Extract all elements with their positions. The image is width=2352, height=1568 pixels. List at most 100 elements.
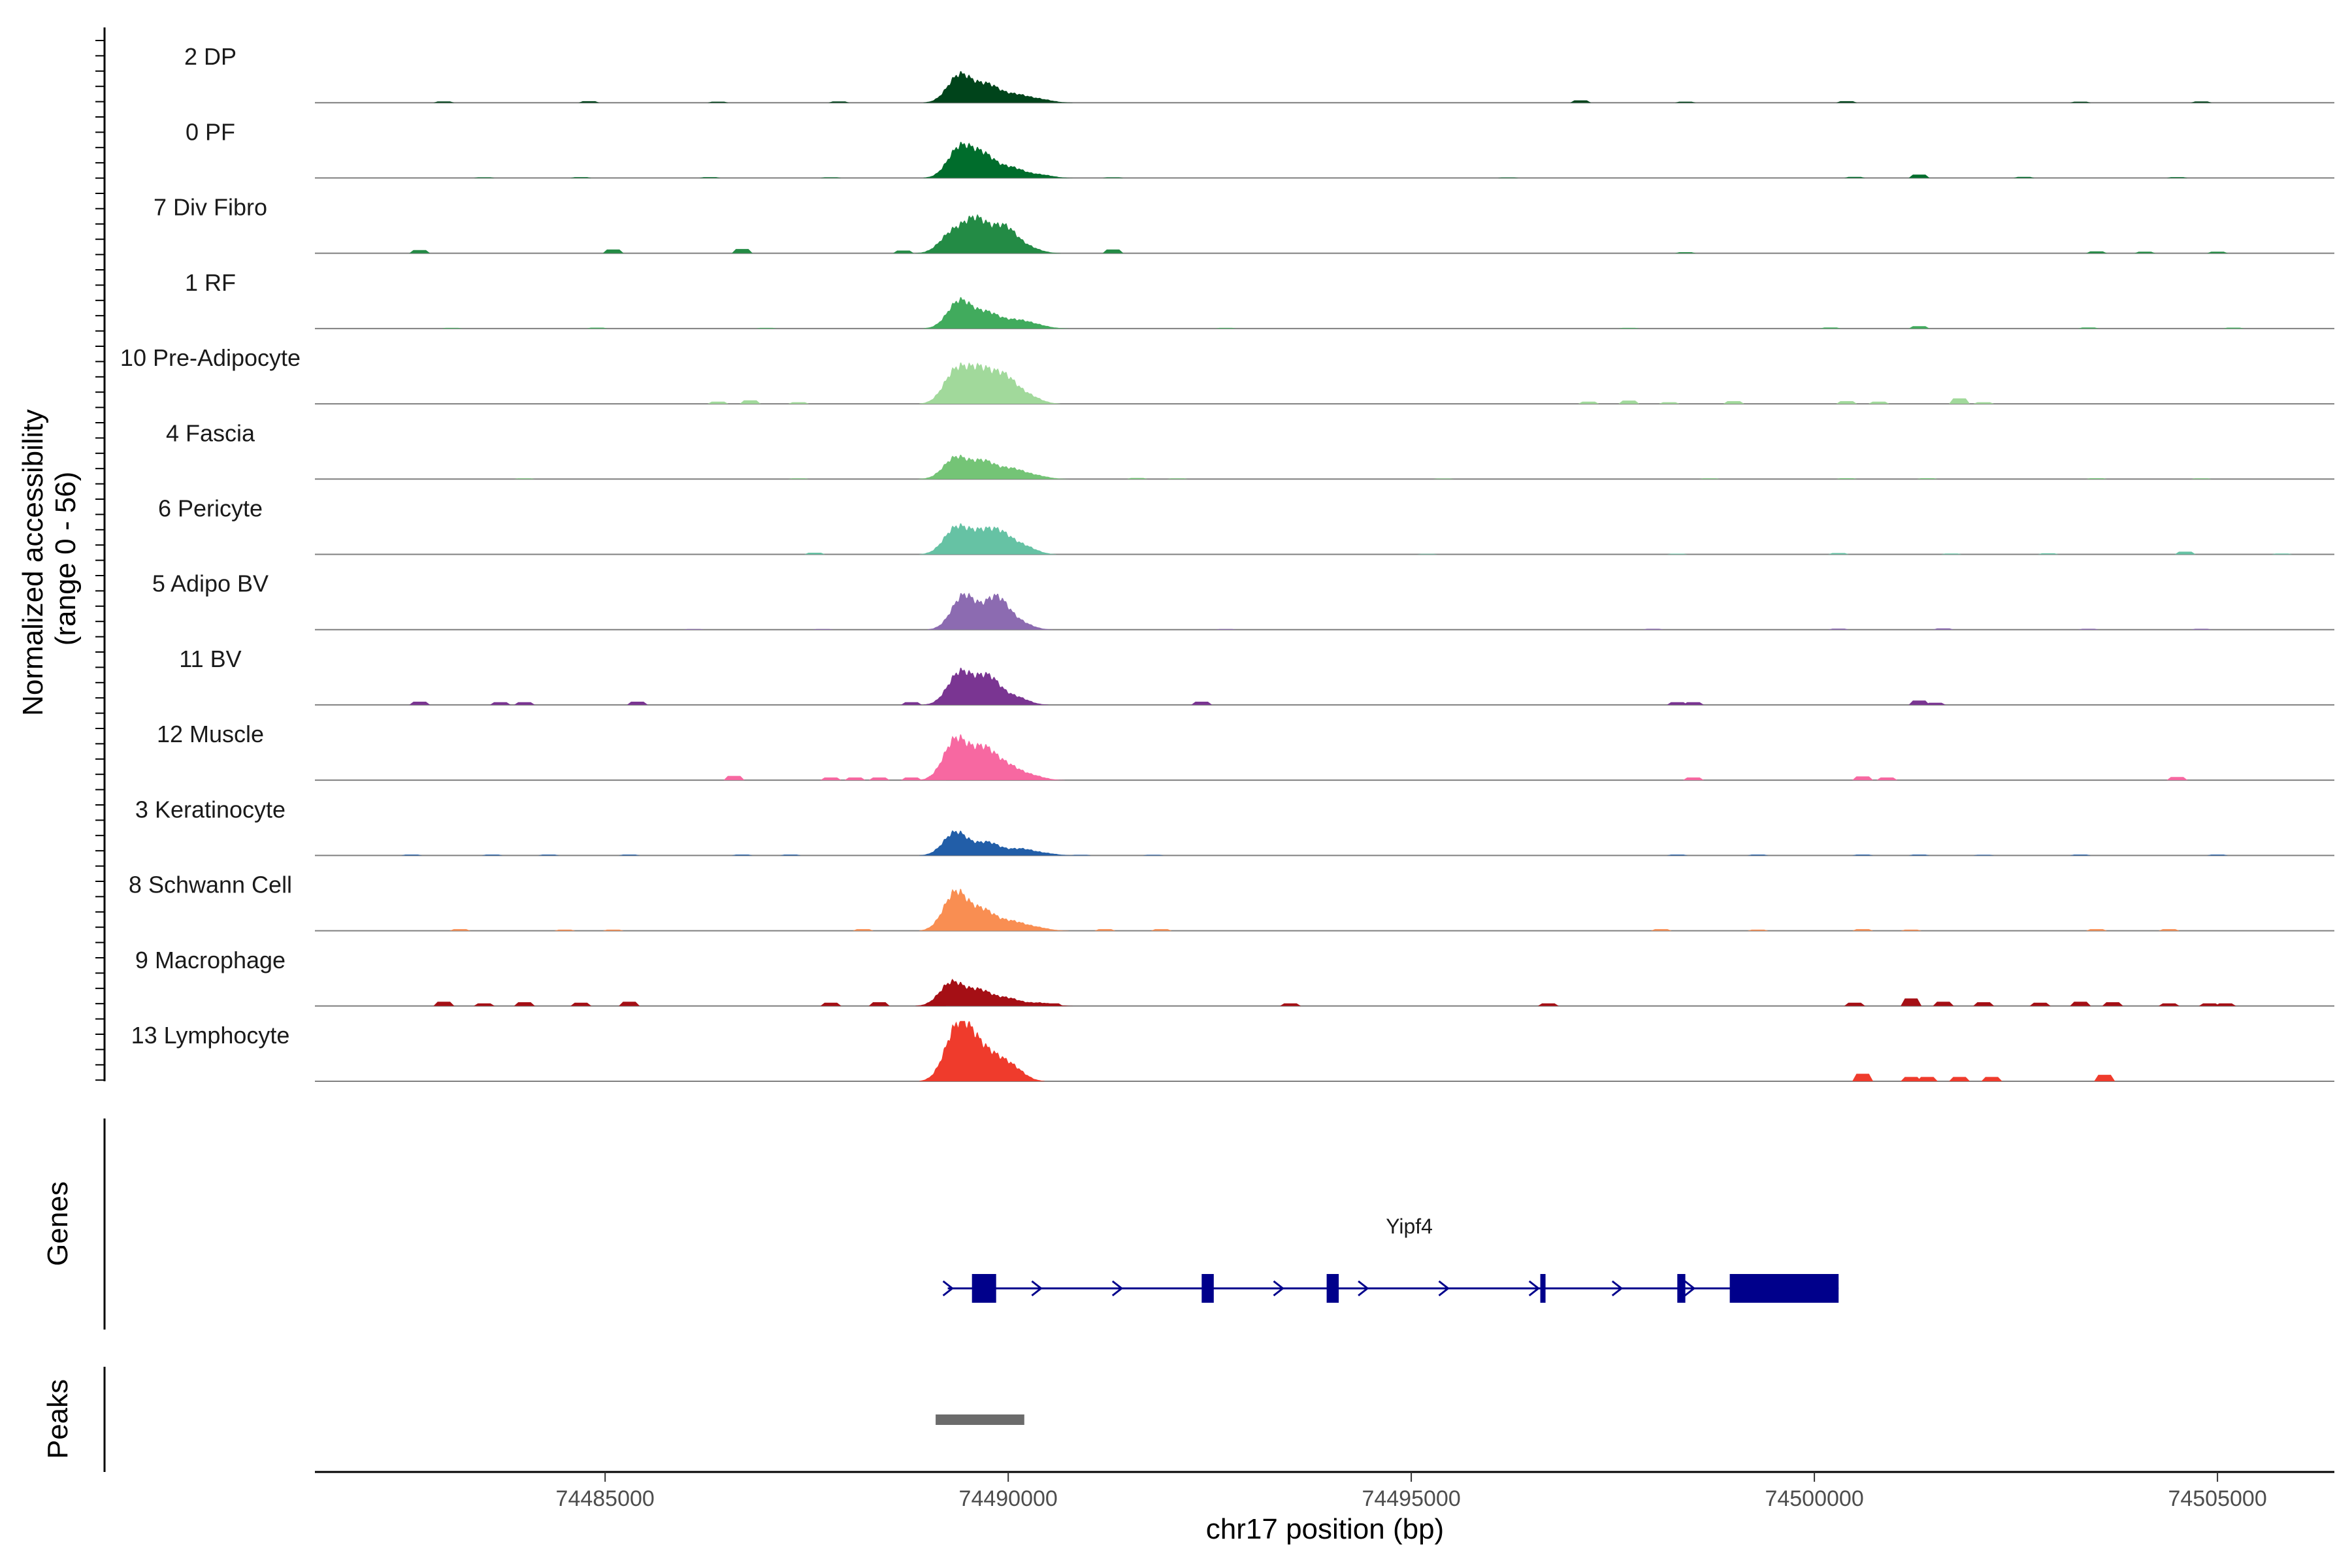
coverage-bump (925, 1002, 947, 1006)
coverage-bump (2070, 1002, 2091, 1006)
coverage-peak (927, 593, 1053, 630)
coverage-bump (901, 777, 923, 781)
track-9-macrophage: 9 Macrophage (135, 947, 2334, 1007)
coverage-bump (1844, 176, 1865, 178)
coverage-bump (844, 777, 866, 781)
coverage-bump (570, 177, 592, 178)
strand-arrow-icon (942, 1280, 955, 1297)
track-13-lymphocyte: 13 Lymphocyte (131, 1021, 2334, 1082)
coverage-bump (514, 702, 535, 705)
strand-arrow-icon (1611, 1280, 1624, 1297)
coverage-bump (1933, 1002, 1954, 1006)
coverage-bump (820, 177, 841, 178)
track-7-div-fibro: 7 Div Fibro (154, 194, 2334, 254)
coverage-bump (917, 478, 938, 480)
coverage-bump (1667, 553, 1688, 555)
track-0-pf: 0 PF (186, 118, 2334, 179)
track-label: 2 DP (184, 43, 237, 70)
coverage-bump (578, 101, 600, 103)
coverage-bump (1901, 929, 1922, 931)
coverage-bump (474, 177, 495, 178)
coverage-bump (1973, 402, 1995, 404)
coverage-y-axis-title-line2: (range 0 - 56) (50, 472, 82, 646)
coverage-bump (1102, 177, 1124, 178)
coverage-bump (2174, 551, 2196, 555)
coverage-bump (1820, 327, 1841, 329)
coverage-bump (1836, 401, 1857, 404)
coverage-peak (919, 889, 1069, 931)
coverage-peak (919, 734, 1065, 781)
coverage-bump (489, 702, 511, 705)
peak-region (936, 1414, 1024, 1425)
track-label: 9 Macrophage (135, 947, 286, 973)
strand-arrow-icon (1273, 1280, 1284, 1297)
coverage-bump (619, 1002, 640, 1006)
coverage-bump (1852, 776, 1874, 781)
coverage-bump (1094, 929, 1116, 931)
coverage-bump (2215, 1003, 2236, 1006)
coverage-bump (433, 101, 455, 103)
coverage-bump (788, 478, 809, 480)
coverage-bump (804, 553, 825, 555)
coverage-bump (2191, 101, 2212, 103)
coverage-bump (1949, 398, 1970, 404)
track-label: 12 Muscle (157, 721, 264, 747)
coverage-bump (1683, 777, 1704, 781)
coverage-bump (441, 327, 463, 329)
coverage-bump (1416, 553, 1438, 555)
coverage-bump (1667, 702, 1688, 705)
peak-regions (936, 1414, 1024, 1425)
coverage-peak (923, 297, 1069, 329)
gene-model (942, 1274, 1839, 1303)
gene-label-yipf4: Yipf4 (1386, 1215, 1433, 1238)
track-1-rf: 1 RF (185, 269, 2334, 329)
coverage-bump (2207, 252, 2229, 253)
coverage-bump (2013, 176, 2034, 178)
coverage-tracks: 2 DP 0 PF 7 Div Fibro 1 RF 10 Pre-Adipocyte 4… (120, 43, 2334, 1082)
coverage-bump (740, 400, 761, 404)
coverage-bump (2134, 252, 2155, 253)
coverage-bump (1908, 700, 1930, 705)
track-label: 7 Div Fibro (154, 194, 267, 221)
coverage-bump (1844, 1002, 1865, 1006)
coverage-bump (2102, 1002, 2123, 1006)
coverage-bump (1570, 100, 1592, 103)
strand-arrow-icon (1438, 1280, 1450, 1297)
coverage-bump (683, 629, 704, 630)
gene-exon (1729, 1274, 1839, 1303)
x-axis-title: chr17 position (bp) (1206, 1513, 1444, 1545)
strand-arrow-icon (1031, 1280, 1043, 1297)
track-6-pericyte: 6 Pericyte (158, 495, 2334, 555)
coverage-bump (699, 177, 721, 178)
coverage-bump (1933, 628, 1954, 630)
coverage-bump (1618, 400, 1640, 404)
coverage-bump (2086, 251, 2107, 253)
coverage-bump (901, 702, 923, 705)
coverage-peak (919, 830, 1077, 856)
coverage-peak (915, 979, 1073, 1006)
coverage-bump (828, 101, 850, 103)
peaks-panel-label: Peaks (42, 1379, 74, 1459)
coverage-bump (1908, 326, 1930, 329)
coverage-bump (1215, 327, 1237, 329)
coverage-bump (2166, 777, 2188, 781)
gene-exon (1540, 1274, 1546, 1303)
track-label: 0 PF (186, 118, 235, 145)
coverage-bump (925, 776, 947, 781)
coverage-bump (812, 629, 834, 630)
coverage-bump (708, 401, 728, 404)
track-10-pre-adipocyte: 10 Pre-Adipocyte (120, 344, 2334, 405)
strand-arrow-icon (1111, 1280, 1124, 1297)
strand-arrow-icon (1528, 1280, 1541, 1297)
coverage-bump (1215, 629, 1237, 630)
coverage-bump (586, 327, 608, 329)
track-11-bv: 11 BV (179, 645, 2334, 706)
x-tick-label: 74505000 (2168, 1486, 2266, 1511)
coverage-bump (1916, 1077, 1938, 1081)
track-8-schwann-cell: 8 Schwann Cell (129, 872, 2334, 932)
coverage-bump (514, 1002, 535, 1006)
coverage-bump (1042, 1003, 1063, 1006)
track-label: 8 Schwann Cell (129, 872, 292, 898)
coverage-peak (919, 523, 1057, 555)
coverage-bump (853, 929, 874, 931)
